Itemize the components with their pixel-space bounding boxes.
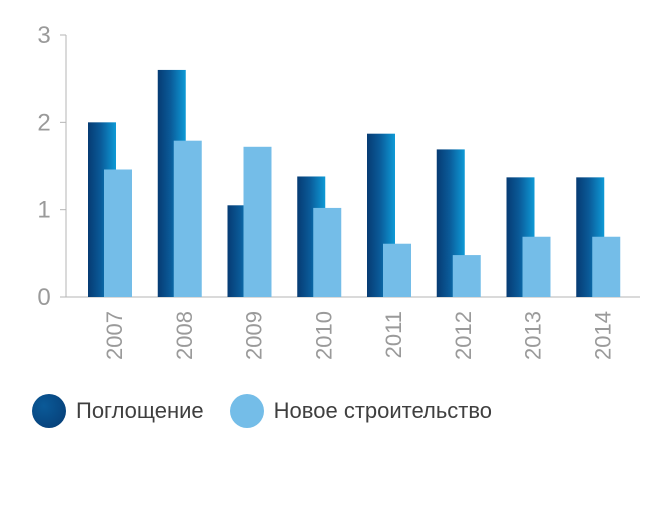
legend-label-absorption: Поглощение xyxy=(76,398,204,423)
legend-swatch-absorption xyxy=(32,394,66,428)
legend-item-new-construction: Новое строительство xyxy=(229,394,493,428)
x-tick-label: 2010 xyxy=(311,311,336,360)
x-tick-label: 2007 xyxy=(102,311,127,360)
bar-new-construction-2007 xyxy=(104,169,132,297)
y-tick-label: 3 xyxy=(37,22,50,49)
bar-new-construction-2011 xyxy=(383,243,411,297)
y-tick-label: 0 xyxy=(37,284,50,311)
x-tick-label: 2008 xyxy=(172,311,197,360)
chart-legend: Поглощение Новое строительство xyxy=(32,394,518,428)
x-tick-label: 2012 xyxy=(451,311,476,360)
x-tick-label: 2014 xyxy=(590,311,615,360)
bar-chart: 0 1 2 3 2007 2008 2009 2010 2011 2012 2013 2014 xyxy=(37,22,640,360)
y-tick-label: 2 xyxy=(37,109,50,136)
legend-label-new-construction: Новое строительство xyxy=(273,398,493,423)
bar-new-construction-2008 xyxy=(173,140,202,297)
x-tick-label: 2013 xyxy=(521,311,546,360)
bar-new-construction-2014 xyxy=(592,236,621,297)
bar-new-construction-2013 xyxy=(522,236,551,297)
x-tick-label: 2011 xyxy=(381,311,406,358)
y-tick-label: 1 xyxy=(37,197,50,224)
legend-item-absorption: Поглощение xyxy=(32,394,204,428)
bar-new-construction-2010 xyxy=(313,207,342,297)
bar-new-construction-2012 xyxy=(452,255,481,297)
bar-new-construction-2009 xyxy=(243,146,272,297)
legend-swatch-new-construction xyxy=(229,394,264,428)
x-tick-label: 2009 xyxy=(242,311,267,360)
